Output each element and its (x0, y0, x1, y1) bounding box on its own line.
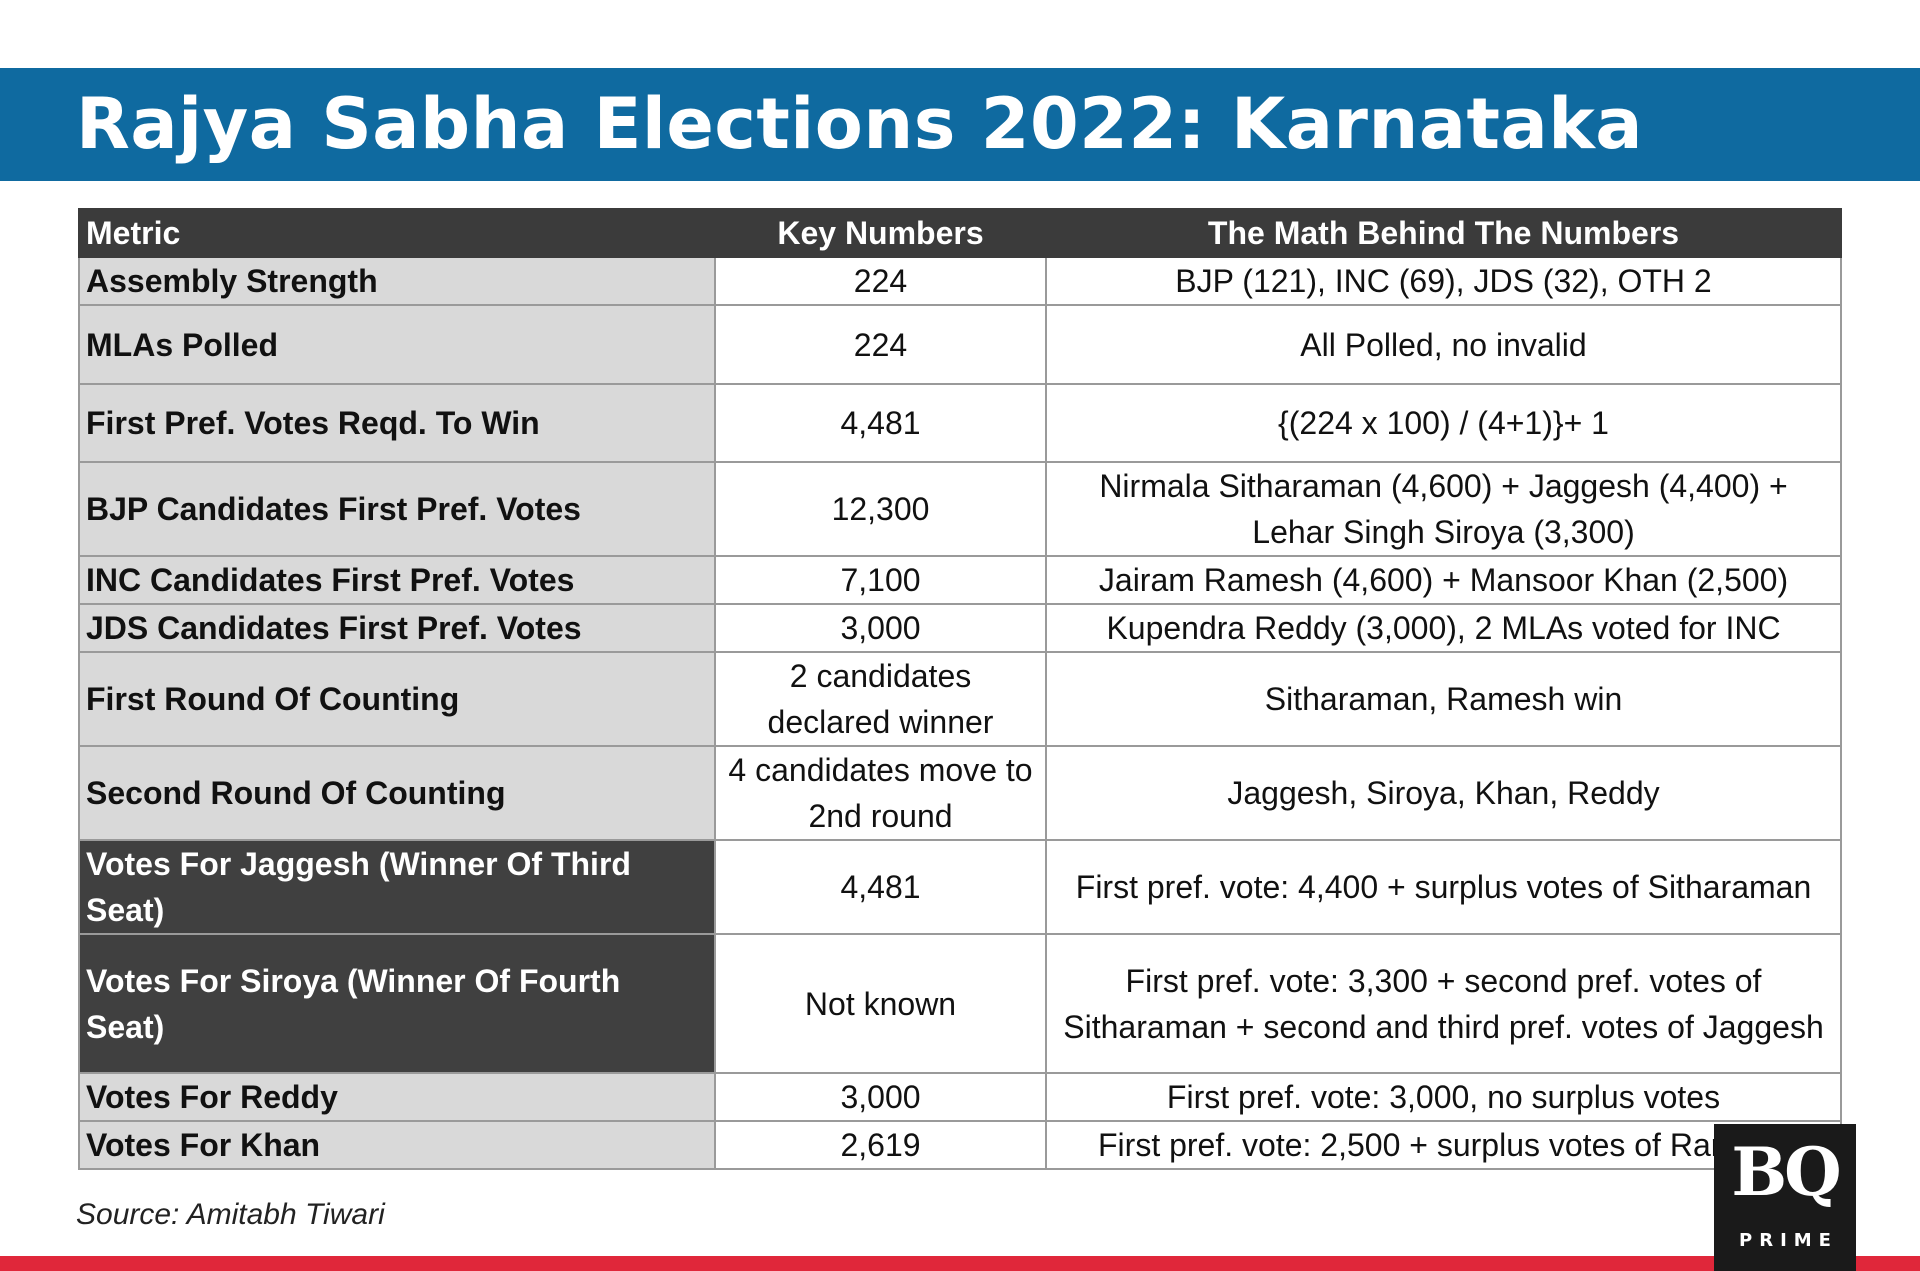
data-table: Metric Key Numbers The Math Behind The N… (78, 208, 1842, 1170)
math-cell: Kupendra Reddy (3,000), 2 MLAs voted for… (1045, 603, 1842, 653)
metric-cell: Votes For Khan (78, 1120, 716, 1170)
table-row: Second Round Of Counting 4 candidates mo… (78, 745, 1842, 841)
metric-cell: JDS Candidates First Pref. Votes (78, 603, 716, 653)
page-title: Rajya Sabha Elections 2022: Karnataka (76, 83, 1644, 165)
table-row: INC Candidates First Pref. Votes 7,100 J… (78, 555, 1842, 605)
key-number-cell: 4 candidates move to 2nd round (714, 745, 1047, 841)
metric-cell: Votes For Jaggesh (Winner Of Third Seat) (78, 839, 716, 935)
bq-prime-logo: BQ PRIME (1714, 1124, 1856, 1271)
table-row: Assembly Strength 224 BJP (121), INC (69… (78, 256, 1842, 306)
math-cell: Jairam Ramesh (4,600) + Mansoor Khan (2,… (1045, 555, 1842, 605)
key-number-cell: 4,481 (714, 839, 1047, 935)
metric-cell: INC Candidates First Pref. Votes (78, 555, 716, 605)
key-number-cell: 3,000 (714, 603, 1047, 653)
column-header-key-numbers: Key Numbers (714, 208, 1047, 258)
key-number-cell: 7,100 (714, 555, 1047, 605)
math-cell: Sitharaman, Ramesh win (1045, 651, 1842, 747)
table-row: First Round Of Counting 2 candidates dec… (78, 651, 1842, 747)
math-cell: First pref. vote: 3,300 + second pref. v… (1045, 933, 1842, 1074)
table-row: First Pref. Votes Reqd. To Win 4,481 {(2… (78, 383, 1842, 463)
logo-subtitle: PRIME (1739, 1230, 1838, 1251)
table-row: JDS Candidates First Pref. Votes 3,000 K… (78, 603, 1842, 653)
title-bar: Rajya Sabha Elections 2022: Karnataka (0, 68, 1920, 181)
math-cell: Nirmala Sitharaman (4,600) + Jaggesh (4,… (1045, 461, 1842, 557)
key-number-cell: 12,300 (714, 461, 1047, 557)
metric-cell: BJP Candidates First Pref. Votes (78, 461, 716, 557)
key-number-cell: 2,619 (714, 1120, 1047, 1170)
logo-mark: BQ (1731, 1133, 1841, 1211)
metric-cell: Second Round Of Counting (78, 745, 716, 841)
math-cell: {(224 x 100) / (4+1)}+ 1 (1045, 383, 1842, 463)
math-cell: First pref. vote: 4,400 + surplus votes … (1045, 839, 1842, 935)
table-row: Votes For Reddy 3,000 First pref. vote: … (78, 1072, 1842, 1122)
metric-cell: First Round Of Counting (78, 651, 716, 747)
key-number-cell: 2 candidates declared winner (714, 651, 1047, 747)
key-number-cell: 3,000 (714, 1072, 1047, 1122)
key-number-cell: Not known (714, 933, 1047, 1074)
table-row: BJP Candidates First Pref. Votes 12,300 … (78, 461, 1842, 557)
metric-cell: Votes For Reddy (78, 1072, 716, 1122)
math-cell: BJP (121), INC (69), JDS (32), OTH 2 (1045, 256, 1842, 306)
metric-cell: Votes For Siroya (Winner Of Fourth Seat) (78, 933, 716, 1074)
table-row: Votes For Jaggesh (Winner Of Third Seat)… (78, 839, 1842, 935)
math-cell: All Polled, no invalid (1045, 304, 1842, 385)
math-cell: Jaggesh, Siroya, Khan, Reddy (1045, 745, 1842, 841)
table-row: Votes For Siroya (Winner Of Fourth Seat)… (78, 933, 1842, 1074)
column-header-math: The Math Behind The Numbers (1045, 208, 1842, 258)
table-header-row: Metric Key Numbers The Math Behind The N… (78, 208, 1842, 258)
math-cell: First pref. vote: 2,500 + surplus votes … (1045, 1120, 1842, 1170)
table-row: MLAs Polled 224 All Polled, no invalid (78, 304, 1842, 385)
math-cell: First pref. vote: 3,000, no surplus vote… (1045, 1072, 1842, 1122)
key-number-cell: 224 (714, 304, 1047, 385)
metric-cell: MLAs Polled (78, 304, 716, 385)
bottom-rule (0, 1256, 1920, 1271)
metric-cell: First Pref. Votes Reqd. To Win (78, 383, 716, 463)
key-number-cell: 224 (714, 256, 1047, 306)
source-note: Source: Amitabh Tiwari (76, 1198, 385, 1231)
metric-cell: Assembly Strength (78, 256, 716, 306)
column-header-metric: Metric (78, 208, 716, 258)
key-number-cell: 4,481 (714, 383, 1047, 463)
table-row: Votes For Khan 2,619 First pref. vote: 2… (78, 1120, 1842, 1170)
